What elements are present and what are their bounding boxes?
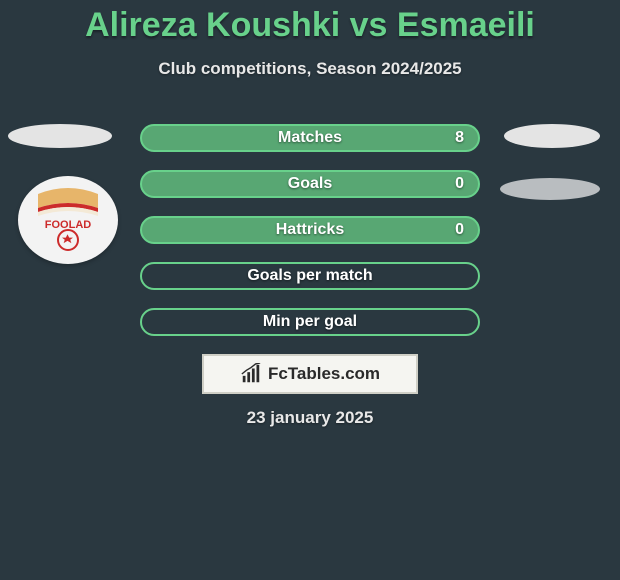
branding-text: FcTables.com [268,364,380,384]
branding-badge: FcTables.com [202,354,418,394]
player-right-placeholder-icon [504,124,600,148]
bar-chart-icon [240,363,262,385]
club-right-placeholder-icon [500,178,600,200]
page-title: Alireza Koushki vs Esmaeili [0,0,620,45]
stat-value: 8 [455,129,464,147]
stat-label: Hattricks [276,221,344,239]
snapshot-date: 23 january 2025 [0,408,620,428]
stat-label: Goals [288,175,332,193]
stat-row-hattricks: Hattricks 0 [140,216,480,244]
stat-row-min-per-goal: Min per goal [140,308,480,336]
stat-label: Goals per match [247,267,372,285]
stat-value: 0 [455,221,464,239]
club-left-crest-icon: FOOLAD [18,176,118,264]
page-subtitle: Club competitions, Season 2024/2025 [0,59,620,79]
player-left-placeholder-icon [8,124,112,148]
stat-row-goals: Goals 0 [140,170,480,198]
stat-value: 0 [455,175,464,193]
stat-label: Matches [278,129,342,147]
stat-label: Min per goal [263,313,357,331]
stats-container: Matches 8 Goals 0 Hattricks 0 Goals per … [140,124,480,354]
stat-row-matches: Matches 8 [140,124,480,152]
stat-row-goals-per-match: Goals per match [140,262,480,290]
